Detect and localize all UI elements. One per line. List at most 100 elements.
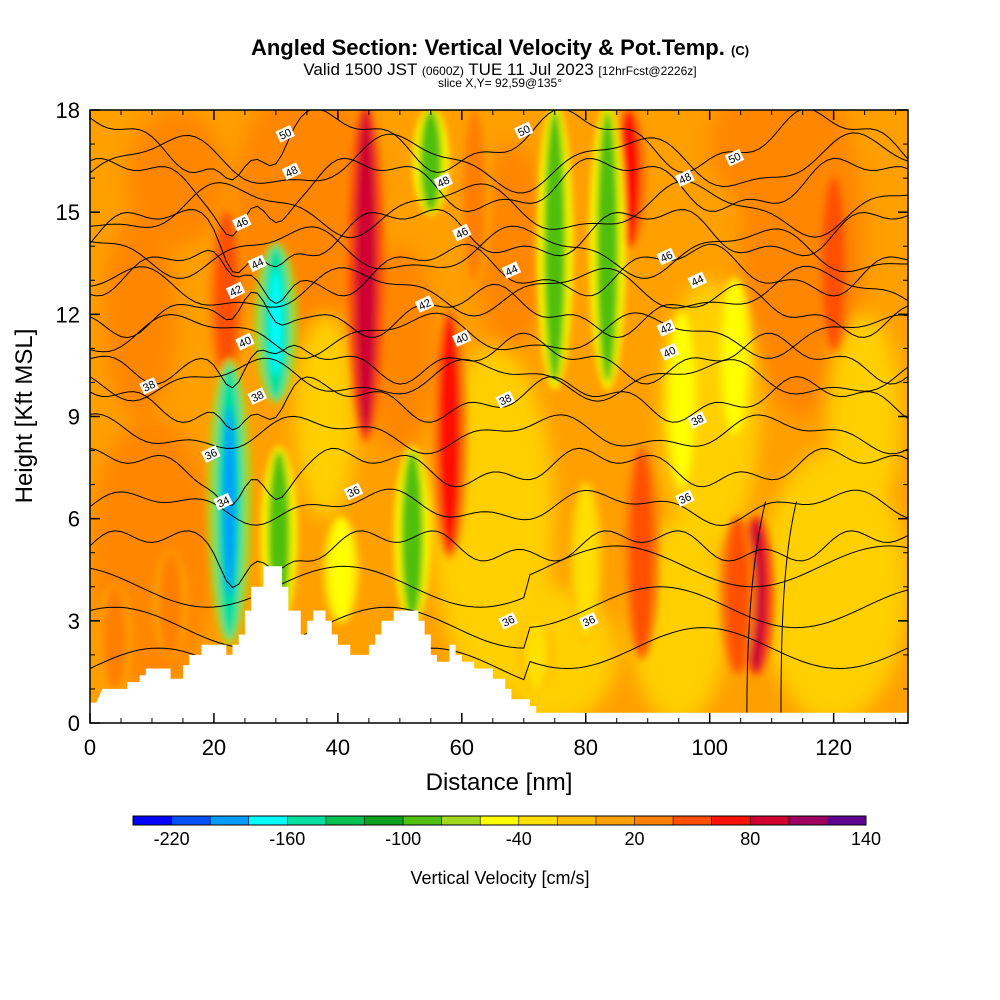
downdraft-plume [543,110,566,383]
downdraft-plume [419,110,442,213]
y-tick-label: 6 [68,507,80,532]
colorbar-tick-label: 20 [624,829,644,849]
colorbar-swatch [287,816,327,825]
y-tick-label: 3 [68,609,80,634]
contour-label-box [232,213,252,232]
colorbar-tick-label: 140 [851,829,881,849]
field-patch [759,450,908,723]
colorbar-tick-label: -100 [385,829,421,849]
y-tick-label: 9 [68,405,80,430]
contour-label: 44 [687,271,708,289]
contour-label-box [675,169,695,187]
contour-label-text: 34 [216,494,232,510]
contour-label-text: 36 [501,614,517,630]
y-axis-label: Height [Kft MSL] [11,329,38,504]
contour-label-box [433,172,453,191]
contour-label: 36 [675,489,695,507]
contour-label-box [139,376,159,395]
updraft-plume [354,110,377,434]
updraft-plume [726,518,749,672]
contour-label: 44 [501,261,522,279]
x-tick-label: 60 [450,735,474,760]
contour-labels: 50 50 50 48 48 48 46 46 46 44 44 44 42 42 42 40 40 40 38 38… [139,121,745,630]
contour-label-box [659,342,680,361]
colorbar-swatch [133,816,173,825]
theta-contour-40 [90,332,908,389]
colorbar-tick-label: -160 [269,829,305,849]
colorbar-swatch [750,816,790,825]
contour-label-text: 42 [659,321,675,337]
contour-label-box [452,223,472,242]
contour-label: 50 [514,121,534,140]
contour-label-text: 44 [690,273,706,289]
contour-label-box [579,611,599,630]
colorbar-swatch [711,816,751,825]
colorbar-swatch [634,816,674,825]
field-patch [474,144,549,349]
contour-label-text: 44 [504,263,520,279]
x-tick-label: 100 [691,735,728,760]
field-patch [102,212,177,417]
updraft-plume [103,586,126,689]
theta-contour-44 [90,243,908,305]
contour-label: 38 [139,376,159,395]
plumes [96,110,852,692]
contour-label-text: 50 [727,151,743,167]
x-axis-label: Distance [nm] [426,769,573,796]
contour-label-box [201,445,221,463]
contour-label: 46 [232,213,252,232]
chart-title: Angled Section: Vertical Velocity & Pot.… [250,35,750,60]
colorbar-swatch [210,816,250,825]
colorbar-swatch [827,816,867,825]
field-patch [127,110,227,247]
contour-label-box [281,162,302,181]
colorbar-swatch [673,816,713,825]
contour-label-box [687,411,708,429]
colorbar-swatch [248,816,288,825]
contour-label-text: 42 [228,283,244,299]
contour-label: 46 [452,223,472,242]
contour-label-text: 46 [454,225,470,241]
x-tick-label: 40 [326,735,350,760]
theta-contour-42 [90,283,908,339]
contour-label-box [414,295,435,313]
theta-contour-minor [90,180,908,239]
y-tick-label: 15 [56,200,80,225]
contour-label-box [514,121,534,140]
contour-label: 42 [656,319,677,337]
contour-label: 42 [414,295,435,313]
field-patch [294,314,357,519]
colorbar: -220 -160 -100 -40 20 80 140 [132,815,881,849]
colorbar-swatch [325,816,365,825]
contour-label-box [213,492,233,511]
contour-label-text: 36 [346,484,362,500]
downdraft-plume [723,280,746,434]
colorbar-frame [132,815,867,826]
contour-label: 50 [724,148,745,167]
contour-label-box [656,319,677,337]
contour-label: 46 [656,247,677,266]
theta-contour-34 [90,530,908,589]
contour-label-text: 38 [498,392,514,408]
colorbar-swatch [171,816,211,825]
downdraft-plume [596,110,619,383]
contour-label-box [501,261,522,279]
contour-label-text: 38 [250,389,266,405]
contour-label: 34 [213,492,233,511]
chart-subtitle: Valid 1500 JST (0600Z) TUE 11 Jul 2023 [… [303,60,697,79]
theta-contour-46 [90,208,908,274]
colorbar-swatch [788,816,828,825]
colorbar-tick-label: -40 [506,829,532,849]
theta-contour-minor [90,357,908,402]
updraft-plume [438,314,461,553]
contour-label: 38 [687,411,708,429]
theta-contour-minor [90,413,908,455]
colorbar-tick-label: -220 [154,829,190,849]
downdraft-plume [401,450,424,621]
contour-label-box [656,247,677,266]
colorbar-tick-label: 80 [740,829,760,849]
contour-label: 36 [579,611,599,630]
contour-label-text: 50 [278,127,294,143]
downdraft-plume [574,484,597,638]
